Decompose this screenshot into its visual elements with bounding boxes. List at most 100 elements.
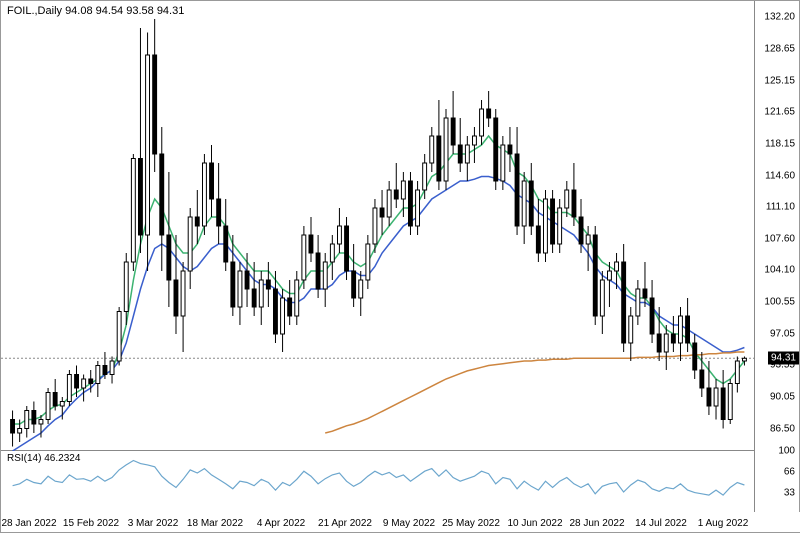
candle	[302, 235, 306, 280]
candle	[60, 402, 64, 407]
candle	[103, 366, 107, 375]
candle	[139, 159, 143, 236]
candle	[657, 334, 661, 352]
candle	[338, 226, 342, 244]
rsi-svg	[1, 451, 756, 514]
candle	[110, 361, 114, 375]
x-tick: 9 May 2022	[383, 518, 435, 529]
candle	[544, 199, 548, 253]
candle	[416, 190, 420, 226]
x-tick: 14 Jul 2022	[635, 518, 687, 529]
y-tick: 114.60	[765, 170, 795, 181]
candle	[167, 235, 171, 280]
candle	[46, 393, 50, 420]
y-tick: 121.65	[764, 107, 795, 118]
candle	[458, 145, 462, 163]
candle	[735, 361, 739, 384]
candle	[174, 280, 178, 316]
candle	[82, 379, 86, 388]
rsi-tick: 66	[784, 467, 795, 478]
candle	[465, 145, 469, 163]
candle	[309, 235, 313, 253]
candle	[274, 289, 278, 334]
candle	[245, 271, 249, 289]
candle	[188, 217, 192, 271]
candle	[11, 420, 15, 434]
x-tick: 10 Jun 2022	[507, 518, 562, 529]
candle	[565, 190, 569, 208]
candle	[615, 262, 619, 271]
candle	[238, 271, 242, 307]
candle	[451, 118, 455, 145]
candle	[643, 289, 647, 298]
candle	[181, 271, 185, 316]
candle	[316, 253, 320, 289]
candle	[160, 154, 164, 235]
candle	[629, 316, 633, 343]
candle	[515, 154, 519, 226]
candle	[700, 370, 704, 388]
candle	[330, 244, 334, 262]
candle	[671, 334, 675, 343]
current-price-badge: 94.31	[768, 352, 799, 365]
y-tick: 97.05	[770, 328, 795, 339]
y-tick: 118.15	[765, 138, 795, 149]
candle	[252, 289, 256, 307]
candle	[743, 358, 747, 361]
candle	[494, 118, 498, 181]
y-tick: 104.10	[764, 265, 795, 276]
ma-line-MA-fast	[13, 136, 745, 424]
x-tick: 15 Feb 2022	[63, 518, 119, 529]
candle	[600, 280, 604, 316]
candle	[380, 208, 384, 217]
candle	[352, 271, 356, 298]
candle	[508, 145, 512, 154]
main-price-panel[interactable]: FOIL.,Daily 94.08 94.54 93.58 94.31	[1, 1, 756, 451]
candle	[387, 190, 391, 217]
candle	[75, 375, 79, 389]
candle	[444, 118, 448, 181]
x-tick: 28 Jun 2022	[569, 518, 624, 529]
candle	[394, 190, 398, 199]
y-tick: 100.55	[764, 297, 795, 308]
y-tick: 125.15	[764, 75, 795, 86]
x-tick: 1 Aug 2022	[698, 518, 749, 529]
candle	[18, 429, 22, 434]
candle	[32, 411, 36, 425]
candle	[39, 420, 43, 425]
candle	[707, 388, 711, 406]
rsi-label: RSI(14) 46.2324	[7, 453, 80, 464]
rsi-tick: 100	[778, 446, 795, 457]
candlestick-svg	[1, 1, 756, 451]
candle	[536, 226, 540, 253]
candle	[281, 298, 285, 334]
x-tick: 4 Apr 2022	[257, 518, 305, 529]
candle	[473, 136, 477, 145]
candle	[522, 181, 526, 226]
rsi-panel[interactable]: RSI(14) 46.2324	[1, 451, 756, 514]
candle	[323, 262, 327, 289]
candle	[679, 316, 683, 343]
candle	[579, 217, 583, 244]
candle	[608, 271, 612, 280]
candle	[430, 136, 434, 163]
candle	[288, 298, 292, 316]
candle	[373, 208, 377, 244]
candle	[409, 181, 413, 226]
candle	[480, 109, 484, 136]
candle	[210, 163, 214, 199]
candle	[529, 181, 533, 226]
candle	[131, 159, 135, 263]
y-tick: 86.50	[770, 423, 795, 434]
ma-line-MA-mid	[13, 177, 745, 452]
candle	[345, 226, 349, 271]
x-tick: 3 Mar 2022	[128, 518, 179, 529]
rsi-line	[13, 461, 745, 496]
candle	[89, 379, 93, 384]
candle	[25, 411, 29, 429]
candle	[501, 145, 505, 181]
candle	[217, 199, 221, 226]
candle	[551, 199, 555, 244]
chart-container: FOIL.,Daily 94.08 94.54 93.58 94.31 RSI(…	[0, 0, 800, 533]
y-tick: 111.10	[766, 202, 795, 213]
